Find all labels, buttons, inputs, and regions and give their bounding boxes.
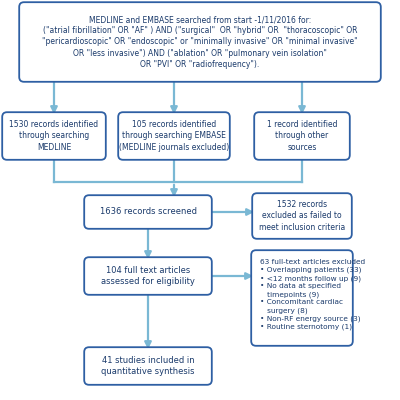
FancyBboxPatch shape [251,250,353,346]
FancyBboxPatch shape [84,257,212,295]
FancyBboxPatch shape [118,112,230,160]
Text: 1636 records screened: 1636 records screened [100,208,196,216]
FancyBboxPatch shape [19,2,381,82]
FancyBboxPatch shape [254,112,350,160]
Text: 104 full text articles
assessed for eligibility: 104 full text articles assessed for elig… [101,266,195,286]
Text: MEDLINE and EMBASE searched from start -1/11/2016 for:
("atrial fibrillation" OR: MEDLINE and EMBASE searched from start -… [42,15,358,69]
FancyBboxPatch shape [84,195,212,229]
Text: 1532 records
excluded as failed to
meet inclusion criteria: 1532 records excluded as failed to meet … [259,200,345,232]
FancyBboxPatch shape [84,347,212,385]
Text: 1 record identified
through other
sources: 1 record identified through other source… [267,120,337,152]
Text: 105 records identified
through searching EMBASE
(MEDLINE journals excluded): 105 records identified through searching… [119,120,229,152]
Text: 1530 records identified
through searching
MEDLINE: 1530 records identified through searchin… [10,120,98,152]
FancyBboxPatch shape [252,193,352,239]
Text: 63 full-text articles excluded
• Overlapping patients (33)
• <12 months follow u: 63 full-text articles excluded • Overlap… [260,259,365,330]
FancyBboxPatch shape [2,112,106,160]
Text: 41 studies included in
quantitative synthesis: 41 studies included in quantitative synt… [101,356,195,376]
